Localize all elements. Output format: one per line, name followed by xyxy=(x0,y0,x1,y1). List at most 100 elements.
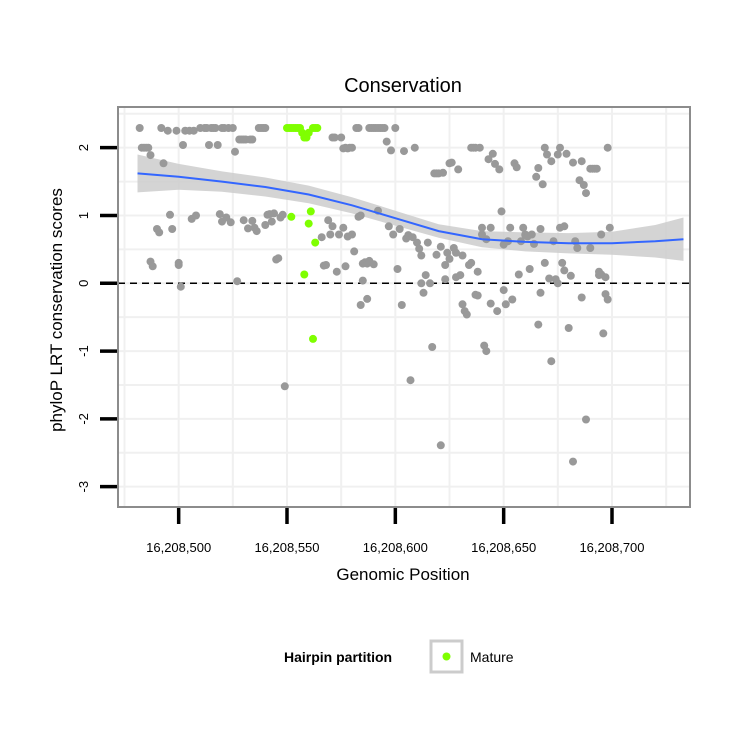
data-point xyxy=(566,271,575,280)
data-point xyxy=(274,254,283,263)
data-point xyxy=(380,124,389,132)
data-point-mature xyxy=(287,212,296,221)
legend-key-mature-marker xyxy=(442,652,451,661)
data-point-mature xyxy=(306,207,315,216)
data-point xyxy=(445,254,454,263)
data-point xyxy=(579,181,588,189)
data-point xyxy=(534,164,543,172)
y-tick-label: -1 xyxy=(76,345,91,357)
data-point xyxy=(603,295,612,304)
data-point-mature xyxy=(304,219,313,228)
data-point xyxy=(317,233,326,242)
data-point xyxy=(582,189,590,198)
data-point-mature xyxy=(313,124,322,132)
y-tick-label: 1 xyxy=(76,212,91,219)
data-point xyxy=(328,222,337,231)
data-point xyxy=(488,149,497,158)
data-point xyxy=(569,457,577,466)
data-point xyxy=(454,165,463,174)
data-point xyxy=(339,223,348,232)
data-point xyxy=(348,143,356,152)
data-point xyxy=(146,151,155,160)
data-point xyxy=(525,265,534,273)
data-point xyxy=(358,276,367,285)
y-tick-label: 0 xyxy=(76,280,91,287)
data-point xyxy=(415,244,424,253)
data-point xyxy=(549,237,558,246)
legend: Hairpin partition Mature xyxy=(284,639,514,674)
data-point xyxy=(363,294,372,303)
data-point xyxy=(562,149,571,158)
data-point xyxy=(534,320,543,329)
data-point xyxy=(384,222,393,231)
data-point xyxy=(397,301,406,309)
y-tick-label: -2 xyxy=(76,413,91,425)
data-point xyxy=(239,216,248,225)
data-point xyxy=(248,135,257,144)
data-point xyxy=(467,258,476,267)
y-tick-label: -3 xyxy=(76,481,91,493)
data-point xyxy=(393,265,402,273)
data-point xyxy=(231,147,239,156)
data-point xyxy=(395,225,404,233)
plot-panel xyxy=(117,106,691,508)
x-tick-label: 16,208,500 xyxy=(146,540,211,555)
points-layer xyxy=(135,124,614,466)
data-point xyxy=(423,238,432,247)
data-point xyxy=(413,238,421,247)
data-point xyxy=(436,441,445,450)
chart-title: Conservation xyxy=(344,75,462,97)
data-point xyxy=(189,126,198,135)
data-point xyxy=(280,382,289,391)
x-tick-label: 16,208,700 xyxy=(579,540,644,555)
data-point xyxy=(421,271,430,280)
data-point xyxy=(577,293,586,302)
data-point xyxy=(369,260,378,269)
data-point xyxy=(211,124,220,132)
data-point xyxy=(599,329,608,338)
panel-border xyxy=(117,106,691,508)
data-point-mature xyxy=(309,334,317,343)
data-point xyxy=(356,301,365,309)
data-point xyxy=(493,307,502,316)
data-point xyxy=(586,244,595,252)
data-point xyxy=(417,251,426,260)
data-point xyxy=(577,157,586,166)
data-point xyxy=(597,230,606,239)
data-point xyxy=(486,299,495,308)
data-point xyxy=(408,233,417,242)
x-tick-label: 16,208,600 xyxy=(363,540,428,555)
y-tick-label: 2 xyxy=(76,144,91,151)
data-point xyxy=(462,310,471,319)
data-point xyxy=(540,143,549,152)
data-point xyxy=(478,223,486,232)
data-point xyxy=(452,248,460,257)
data-point xyxy=(514,270,523,279)
data-point xyxy=(354,124,363,132)
data-point xyxy=(267,217,276,226)
legend-label-mature: Mature xyxy=(470,649,514,665)
data-point xyxy=(547,357,556,366)
data-point xyxy=(326,230,335,239)
data-point xyxy=(553,150,562,159)
data-point xyxy=(426,279,434,288)
data-point xyxy=(536,288,545,297)
data-point xyxy=(387,146,395,155)
data-point xyxy=(486,223,495,232)
x-tick-label: 16,208,650 xyxy=(471,540,536,555)
data-point xyxy=(497,207,506,216)
data-point xyxy=(540,258,549,267)
data-point xyxy=(261,124,270,132)
data-point xyxy=(410,143,419,152)
data-point xyxy=(473,291,482,300)
data-point xyxy=(441,261,450,269)
data-point xyxy=(547,157,556,166)
data-point xyxy=(536,225,545,233)
data-point-mature xyxy=(311,238,320,247)
data-point xyxy=(564,324,573,332)
data-point xyxy=(261,221,270,229)
data-point xyxy=(417,279,426,288)
data-point xyxy=(400,147,408,156)
y-axis-title: phyloP LRT conservation scores xyxy=(47,188,66,432)
data-point xyxy=(491,159,499,168)
